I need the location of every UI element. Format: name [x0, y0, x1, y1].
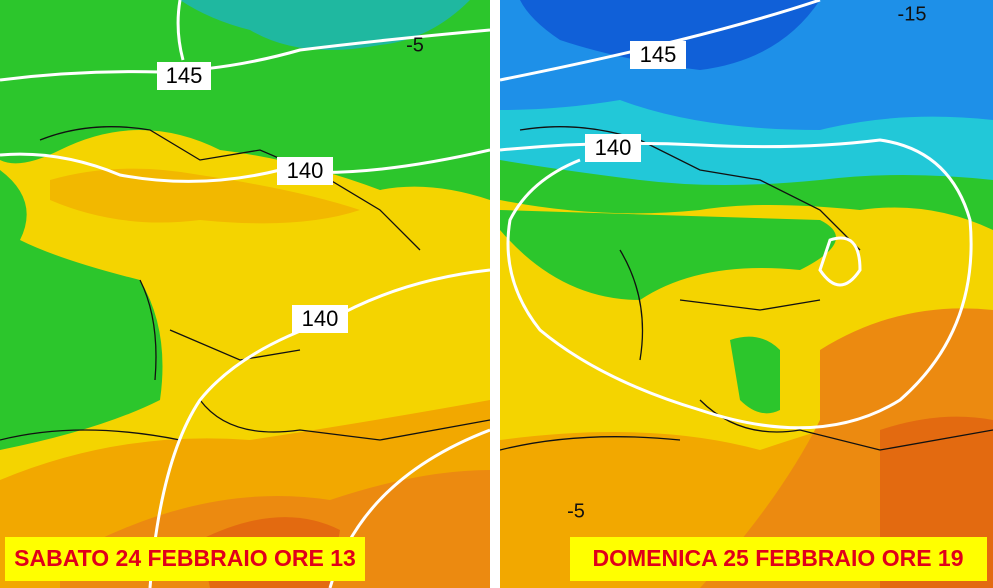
- caption-box: [5, 537, 365, 581]
- caption: DOMENICA 25 FEBBRAIO ORE 19: [592, 545, 963, 571]
- contour-label-box: [630, 41, 686, 69]
- contour-label: 140: [595, 135, 632, 160]
- contour-label: 140: [287, 158, 324, 183]
- contour-label-box: [585, 134, 641, 162]
- contour-label-box: [292, 305, 348, 333]
- contour-label: -5: [406, 34, 424, 56]
- caption-box: [570, 537, 987, 581]
- contour-label-box: [157, 62, 211, 90]
- contour-label: 140: [302, 306, 339, 331]
- contour-label: -5: [567, 500, 585, 522]
- contour-label: 145: [166, 63, 203, 88]
- contour-label-box: [277, 157, 333, 185]
- caption: SABATO 24 FEBBRAIO ORE 13: [14, 545, 356, 571]
- map-panel: 145 140 -15 -5 DOMENICA 25 FEBBRAIO ORE …: [500, 0, 993, 588]
- contour-label: 145: [640, 42, 677, 67]
- contour-label: -15: [898, 3, 927, 25]
- map-panel: 145 140 140 -5 SABATO 24 FEBBRAIO ORE 13: [0, 0, 490, 588]
